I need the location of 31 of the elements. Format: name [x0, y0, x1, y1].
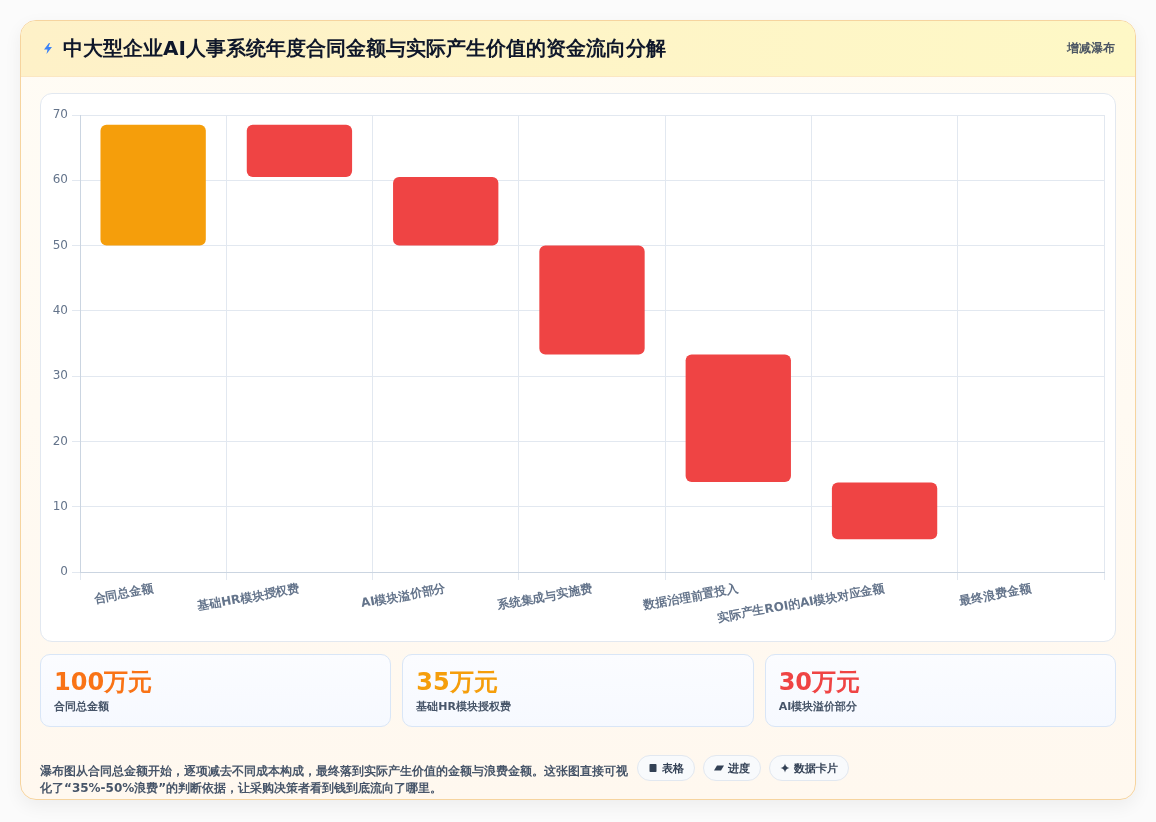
x-tick-label: 基础HR模块授权费: [195, 581, 301, 614]
category-label: 合同总金额: [54, 699, 110, 715]
y-tick-label: 50: [52, 237, 68, 252]
bar: [539, 245, 645, 355]
y-tick-label: 30: [52, 368, 68, 383]
x-tick-label: AI模块溢价部分: [359, 581, 448, 611]
x-tick-label: 最终浪费金额: [957, 581, 1033, 608]
text: 表格: [662, 760, 684, 776]
bar: [100, 124, 206, 246]
text: 30万元: [778, 668, 861, 696]
bar: [246, 124, 353, 178]
bar: [685, 354, 791, 482]
y-tick-label: 20: [52, 433, 68, 448]
x-tick-label: 合同总金额: [91, 581, 156, 606]
y-tick-label: 60: [52, 172, 68, 187]
text: 瀑布图从合同总金额开始，逐项减去不同成本构成，最终落到实际产生价值的金额与浪费金额。这张图直接可视化了“35%-50%浪费”的判断依据，让采购决策者看到钱到底流向了哪里。: [40, 763, 628, 797]
bar: [831, 482, 938, 540]
x-tick-label: 系统集成与实施费: [495, 581, 594, 612]
y-tick-label: 10: [52, 498, 68, 513]
text: 35万元: [416, 668, 498, 696]
category-label: AI模块溢价部分: [778, 699, 859, 715]
text: 进度: [728, 760, 750, 776]
chart-subtitle: 增减瀑布: [1067, 40, 1115, 56]
y-tick-label: 70: [52, 107, 68, 122]
y-tick-label: 40: [52, 302, 68, 317]
y-tick-label: 0: [60, 564, 68, 579]
bar: [393, 177, 499, 246]
text: 数据卡片: [794, 760, 838, 776]
category-label: 基础HR模块授权费: [416, 699, 512, 715]
text: 100万元: [54, 668, 153, 696]
chart-title: 中大型企业AI人事系统年度合同金额与实际产生价值的资金流向分解: [63, 36, 666, 60]
